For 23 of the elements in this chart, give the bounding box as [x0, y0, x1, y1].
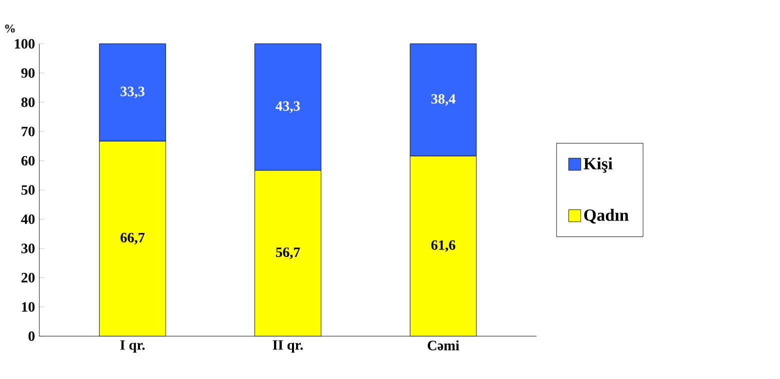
y-tick-label: 20	[22, 272, 35, 283]
data-label: 61,6	[431, 240, 456, 252]
x-tick-label: Cəmi	[428, 340, 460, 350]
y-tick-label: 40	[21, 214, 35, 224]
x-tick-label: I qr.	[120, 340, 145, 353]
y-tick-label: 50	[22, 185, 35, 195]
y-tick-label: 10	[22, 302, 35, 312]
data-label: 33,3	[120, 86, 144, 98]
y-tick-label: 30	[21, 244, 35, 254]
x-tick-label: II qr.	[272, 340, 303, 353]
y-tick-label: 80	[21, 98, 35, 108]
data-label: 43,3	[276, 101, 300, 113]
data-label: 56,7	[276, 248, 300, 260]
y-tick-label: 90	[21, 68, 35, 78]
legend-label: Qadın	[584, 209, 629, 224]
legend-label: Kişi	[584, 158, 612, 173]
data-label: 38,4	[431, 94, 456, 106]
y-tick-label: 0	[28, 331, 35, 342]
y-tick-label: 60	[21, 156, 35, 166]
y-axis-title: %	[5, 24, 15, 33]
y-tick-label: 70	[22, 126, 35, 136]
y-tick-label: 100	[14, 39, 35, 49]
data-label: 66,7	[120, 232, 145, 245]
